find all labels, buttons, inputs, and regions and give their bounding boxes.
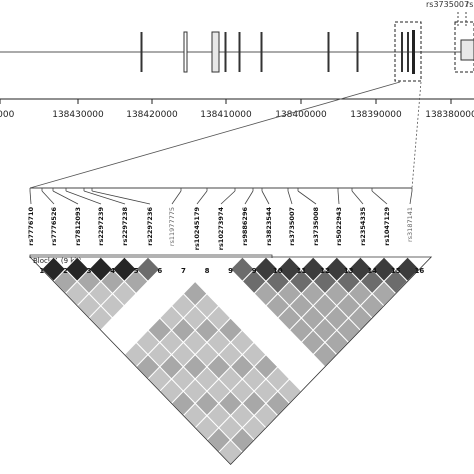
marker-number: 15 bbox=[391, 267, 401, 275]
snp-connector bbox=[287, 190, 293, 205]
snp-connector bbox=[337, 190, 340, 205]
snp-label: rs5022943 bbox=[335, 207, 343, 246]
snp-label: rs7812093 bbox=[74, 207, 82, 246]
snp-connector bbox=[220, 190, 236, 205]
snp-connector bbox=[351, 190, 364, 205]
marker-number: 9 bbox=[228, 267, 233, 275]
marker-number: 10 bbox=[273, 267, 283, 275]
axis-tick-label: 138390000 bbox=[350, 110, 402, 120]
position-axis: 40000 138430000 138420000 138410000 13840000… bbox=[0, 98, 474, 120]
snp-connector bbox=[261, 190, 270, 205]
marker-number: 16 bbox=[415, 267, 425, 275]
top-snp-label: rs3735007 bbox=[426, 0, 469, 9]
snp-label: rs3187141 bbox=[406, 207, 414, 242]
snp-connector bbox=[371, 190, 388, 205]
snp-connector bbox=[29, 190, 32, 205]
axis-tick-label: 138400000 bbox=[275, 110, 327, 120]
snp-connector bbox=[171, 190, 182, 205]
block-bracket bbox=[29, 254, 273, 258]
snp-label: rs3735007 bbox=[288, 207, 296, 246]
marker-number: 5 bbox=[134, 267, 139, 275]
exon bbox=[211, 31, 220, 73]
snp-connector bbox=[52, 190, 79, 205]
exon bbox=[260, 32, 263, 72]
marker-number: 13 bbox=[344, 267, 354, 275]
snp-label: rs10273974 bbox=[217, 207, 225, 251]
zoom-line bbox=[411, 81, 422, 189]
snp-connector bbox=[196, 190, 208, 205]
ld-outline bbox=[29, 256, 433, 465]
exon bbox=[412, 30, 415, 74]
snp-label: rs7776526 bbox=[50, 207, 58, 246]
marker-number: 2 bbox=[63, 267, 68, 275]
snp-connector bbox=[91, 190, 151, 205]
exon bbox=[238, 32, 241, 72]
top-snp-label: rs1 bbox=[466, 0, 474, 9]
selection-box bbox=[394, 21, 422, 82]
gene-track: rs3735007 rs1 bbox=[0, 0, 474, 82]
exon bbox=[224, 32, 227, 72]
exon bbox=[460, 39, 474, 61]
marker-number: 6 bbox=[157, 267, 162, 275]
snp-label: rs10245179 bbox=[193, 207, 201, 251]
snp-label: rs11977775 bbox=[168, 207, 176, 246]
snp-connector bbox=[41, 190, 55, 205]
snp-label: rs9886296 bbox=[241, 207, 249, 246]
exon bbox=[356, 32, 359, 72]
snp-connector bbox=[65, 190, 102, 205]
marker-number: 3 bbox=[87, 267, 92, 275]
marker-number: 8 bbox=[205, 267, 210, 275]
snp-label: rs2354335 bbox=[359, 207, 367, 246]
snp-labels: rs7776710 rs7776526 rs7812093 rs2297239 rs22… bbox=[27, 207, 414, 251]
axis-tick-label: 138420000 bbox=[126, 110, 178, 120]
ld-cells bbox=[29, 254, 433, 466]
marker-number: 1 bbox=[39, 267, 44, 275]
exon bbox=[401, 32, 403, 72]
zoom-line bbox=[29, 81, 401, 189]
marker-number: 11 bbox=[297, 267, 307, 275]
snp-connector bbox=[244, 190, 254, 205]
snp-connector bbox=[409, 190, 413, 205]
snp-connectors bbox=[29, 188, 413, 205]
snp-label: rs2297236 bbox=[146, 207, 154, 246]
snp-label: rs2297238 bbox=[121, 207, 129, 246]
snp-connector bbox=[297, 190, 317, 205]
snp-label: rs3823544 bbox=[265, 207, 273, 246]
marker-number: 7 bbox=[181, 267, 186, 275]
exon bbox=[327, 32, 330, 72]
axis-tick-label: 138430000 bbox=[52, 110, 104, 120]
snp-label: rs7776710 bbox=[27, 207, 35, 246]
selection-box bbox=[454, 21, 474, 73]
snp-label: rs1047129 bbox=[383, 207, 391, 246]
marker-numbers: 1 2 3 4 5 6 7 8 9 9 10 11 12 13 14 15 16 bbox=[39, 267, 424, 275]
marker-number: 14 bbox=[367, 267, 377, 275]
exon bbox=[140, 32, 143, 72]
exon bbox=[183, 31, 188, 73]
marker-number: 4 bbox=[110, 267, 115, 275]
marker-number: 9 bbox=[252, 267, 257, 275]
snp-position-track: rs7776710 rs7776526 rs7812093 rs2297239 rs22… bbox=[27, 187, 414, 251]
axis-tick-label: 138380000 bbox=[425, 110, 474, 120]
snp-connector bbox=[83, 190, 126, 205]
snp-label: rs2297239 bbox=[97, 207, 105, 246]
marker-number: 12 bbox=[320, 267, 330, 275]
axis-tick-label: 138410000 bbox=[200, 110, 252, 120]
axis-tick-label: 40000 bbox=[0, 110, 15, 120]
exon bbox=[407, 32, 409, 72]
snp-label: rs3735008 bbox=[312, 207, 320, 246]
